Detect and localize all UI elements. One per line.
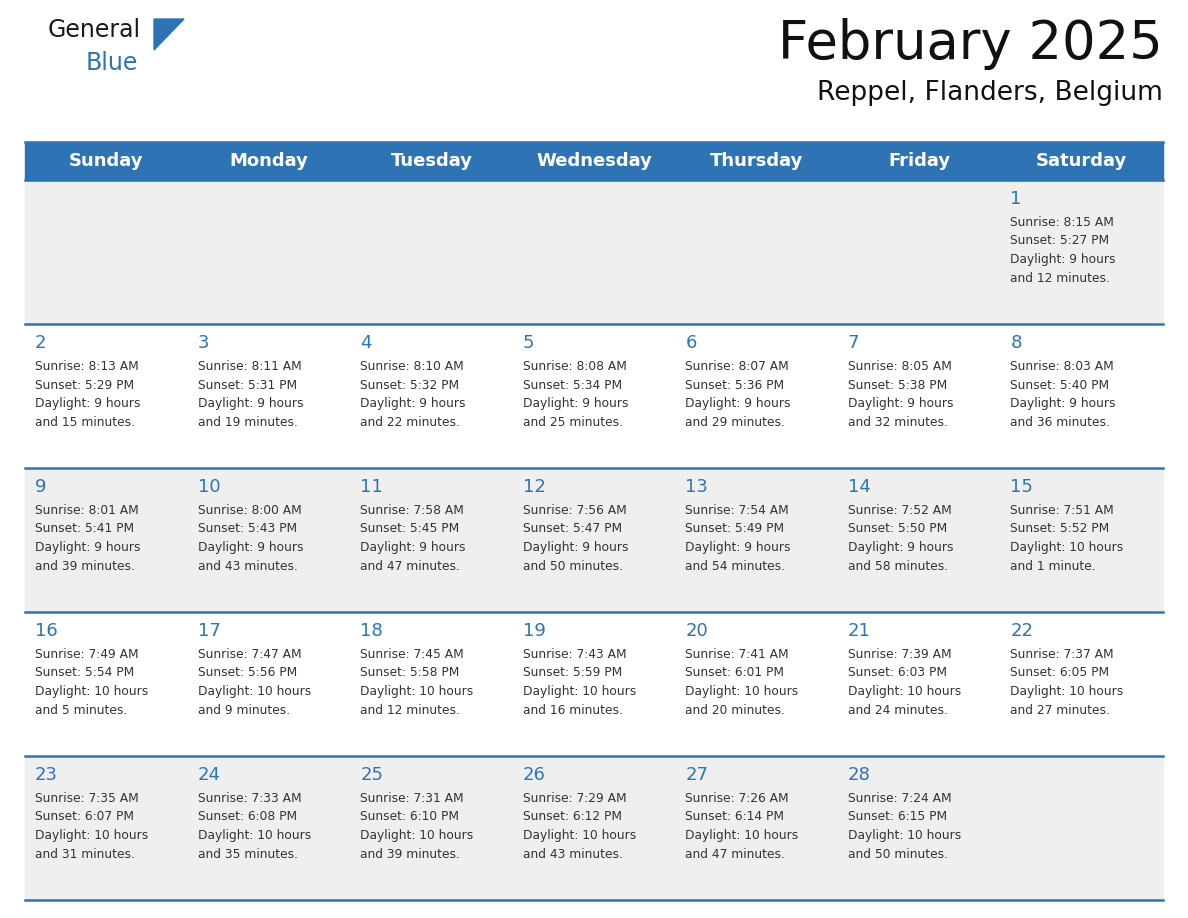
Text: 26: 26	[523, 766, 545, 784]
Text: Reppel, Flanders, Belgium: Reppel, Flanders, Belgium	[817, 80, 1163, 106]
Text: 8: 8	[1011, 334, 1022, 352]
Text: 1: 1	[1011, 190, 1022, 208]
Text: 3: 3	[197, 334, 209, 352]
Text: 27: 27	[685, 766, 708, 784]
Text: Sunrise: 8:10 AM
Sunset: 5:32 PM
Daylight: 9 hours
and 22 minutes.: Sunrise: 8:10 AM Sunset: 5:32 PM Dayligh…	[360, 360, 466, 429]
Polygon shape	[154, 19, 184, 50]
Text: 12: 12	[523, 478, 545, 496]
Bar	[25, 468, 1163, 612]
Text: Sunrise: 7:47 AM
Sunset: 5:56 PM
Daylight: 10 hours
and 9 minutes.: Sunrise: 7:47 AM Sunset: 5:56 PM Dayligh…	[197, 648, 311, 717]
Text: Wednesday: Wednesday	[536, 152, 652, 170]
Text: 23: 23	[34, 766, 58, 784]
Text: Sunrise: 8:15 AM
Sunset: 5:27 PM
Daylight: 9 hours
and 12 minutes.: Sunrise: 8:15 AM Sunset: 5:27 PM Dayligh…	[1011, 216, 1116, 285]
Text: Sunrise: 8:08 AM
Sunset: 5:34 PM
Daylight: 9 hours
and 25 minutes.: Sunrise: 8:08 AM Sunset: 5:34 PM Dayligh…	[523, 360, 628, 429]
Text: Saturday: Saturday	[1036, 152, 1127, 170]
Text: Sunrise: 8:05 AM
Sunset: 5:38 PM
Daylight: 9 hours
and 32 minutes.: Sunrise: 8:05 AM Sunset: 5:38 PM Dayligh…	[848, 360, 953, 429]
Text: Sunrise: 7:29 AM
Sunset: 6:12 PM
Daylight: 10 hours
and 43 minutes.: Sunrise: 7:29 AM Sunset: 6:12 PM Dayligh…	[523, 792, 636, 860]
Text: 24: 24	[197, 766, 221, 784]
Text: General: General	[48, 18, 141, 42]
Text: 9: 9	[34, 478, 46, 496]
Text: Blue: Blue	[86, 51, 138, 75]
Text: 13: 13	[685, 478, 708, 496]
Text: Sunrise: 7:52 AM
Sunset: 5:50 PM
Daylight: 9 hours
and 58 minutes.: Sunrise: 7:52 AM Sunset: 5:50 PM Dayligh…	[848, 504, 953, 573]
Text: Sunrise: 8:11 AM
Sunset: 5:31 PM
Daylight: 9 hours
and 19 minutes.: Sunrise: 8:11 AM Sunset: 5:31 PM Dayligh…	[197, 360, 303, 429]
Text: Sunrise: 7:35 AM
Sunset: 6:07 PM
Daylight: 10 hours
and 31 minutes.: Sunrise: 7:35 AM Sunset: 6:07 PM Dayligh…	[34, 792, 148, 860]
Text: 15: 15	[1011, 478, 1034, 496]
Text: Sunrise: 7:39 AM
Sunset: 6:03 PM
Daylight: 10 hours
and 24 minutes.: Sunrise: 7:39 AM Sunset: 6:03 PM Dayligh…	[848, 648, 961, 717]
Text: 25: 25	[360, 766, 384, 784]
Text: Sunrise: 7:54 AM
Sunset: 5:49 PM
Daylight: 9 hours
and 54 minutes.: Sunrise: 7:54 AM Sunset: 5:49 PM Dayligh…	[685, 504, 791, 573]
Text: Sunrise: 7:56 AM
Sunset: 5:47 PM
Daylight: 9 hours
and 50 minutes.: Sunrise: 7:56 AM Sunset: 5:47 PM Dayligh…	[523, 504, 628, 573]
Bar	[25, 756, 1163, 900]
Text: Sunrise: 7:49 AM
Sunset: 5:54 PM
Daylight: 10 hours
and 5 minutes.: Sunrise: 7:49 AM Sunset: 5:54 PM Dayligh…	[34, 648, 148, 717]
Text: 10: 10	[197, 478, 220, 496]
Text: Sunrise: 8:13 AM
Sunset: 5:29 PM
Daylight: 9 hours
and 15 minutes.: Sunrise: 8:13 AM Sunset: 5:29 PM Dayligh…	[34, 360, 140, 429]
Text: Sunrise: 7:26 AM
Sunset: 6:14 PM
Daylight: 10 hours
and 47 minutes.: Sunrise: 7:26 AM Sunset: 6:14 PM Dayligh…	[685, 792, 798, 860]
Text: 4: 4	[360, 334, 372, 352]
Text: Sunday: Sunday	[69, 152, 144, 170]
Text: 28: 28	[848, 766, 871, 784]
Text: 6: 6	[685, 334, 696, 352]
Text: Sunrise: 7:45 AM
Sunset: 5:58 PM
Daylight: 10 hours
and 12 minutes.: Sunrise: 7:45 AM Sunset: 5:58 PM Dayligh…	[360, 648, 473, 717]
Text: Friday: Friday	[889, 152, 950, 170]
Text: 2: 2	[34, 334, 46, 352]
Text: 21: 21	[848, 622, 871, 640]
Text: Sunrise: 7:31 AM
Sunset: 6:10 PM
Daylight: 10 hours
and 39 minutes.: Sunrise: 7:31 AM Sunset: 6:10 PM Dayligh…	[360, 792, 473, 860]
Bar	[25, 324, 1163, 468]
Text: 7: 7	[848, 334, 859, 352]
Text: Sunrise: 7:51 AM
Sunset: 5:52 PM
Daylight: 10 hours
and 1 minute.: Sunrise: 7:51 AM Sunset: 5:52 PM Dayligh…	[1011, 504, 1124, 573]
Text: 22: 22	[1011, 622, 1034, 640]
Text: 19: 19	[523, 622, 545, 640]
Text: 14: 14	[848, 478, 871, 496]
Text: February 2025: February 2025	[778, 18, 1163, 70]
Text: Sunrise: 7:58 AM
Sunset: 5:45 PM
Daylight: 9 hours
and 47 minutes.: Sunrise: 7:58 AM Sunset: 5:45 PM Dayligh…	[360, 504, 466, 573]
Text: Thursday: Thursday	[710, 152, 803, 170]
Text: 16: 16	[34, 622, 58, 640]
Text: 11: 11	[360, 478, 383, 496]
Text: Sunrise: 7:24 AM
Sunset: 6:15 PM
Daylight: 10 hours
and 50 minutes.: Sunrise: 7:24 AM Sunset: 6:15 PM Dayligh…	[848, 792, 961, 860]
Text: 5: 5	[523, 334, 535, 352]
Text: Sunrise: 8:01 AM
Sunset: 5:41 PM
Daylight: 9 hours
and 39 minutes.: Sunrise: 8:01 AM Sunset: 5:41 PM Dayligh…	[34, 504, 140, 573]
Text: Sunrise: 8:00 AM
Sunset: 5:43 PM
Daylight: 9 hours
and 43 minutes.: Sunrise: 8:00 AM Sunset: 5:43 PM Dayligh…	[197, 504, 303, 573]
Text: Sunrise: 7:41 AM
Sunset: 6:01 PM
Daylight: 10 hours
and 20 minutes.: Sunrise: 7:41 AM Sunset: 6:01 PM Dayligh…	[685, 648, 798, 717]
Text: Sunrise: 7:37 AM
Sunset: 6:05 PM
Daylight: 10 hours
and 27 minutes.: Sunrise: 7:37 AM Sunset: 6:05 PM Dayligh…	[1011, 648, 1124, 717]
Text: Sunrise: 8:07 AM
Sunset: 5:36 PM
Daylight: 9 hours
and 29 minutes.: Sunrise: 8:07 AM Sunset: 5:36 PM Dayligh…	[685, 360, 791, 429]
Bar	[25, 612, 1163, 756]
Text: Tuesday: Tuesday	[391, 152, 473, 170]
Text: 18: 18	[360, 622, 383, 640]
Text: Sunrise: 7:33 AM
Sunset: 6:08 PM
Daylight: 10 hours
and 35 minutes.: Sunrise: 7:33 AM Sunset: 6:08 PM Dayligh…	[197, 792, 311, 860]
Text: 20: 20	[685, 622, 708, 640]
Bar	[25, 180, 1163, 324]
Text: Monday: Monday	[229, 152, 309, 170]
Bar	[25, 142, 1163, 180]
Text: Sunrise: 7:43 AM
Sunset: 5:59 PM
Daylight: 10 hours
and 16 minutes.: Sunrise: 7:43 AM Sunset: 5:59 PM Dayligh…	[523, 648, 636, 717]
Text: 17: 17	[197, 622, 221, 640]
Text: Sunrise: 8:03 AM
Sunset: 5:40 PM
Daylight: 9 hours
and 36 minutes.: Sunrise: 8:03 AM Sunset: 5:40 PM Dayligh…	[1011, 360, 1116, 429]
